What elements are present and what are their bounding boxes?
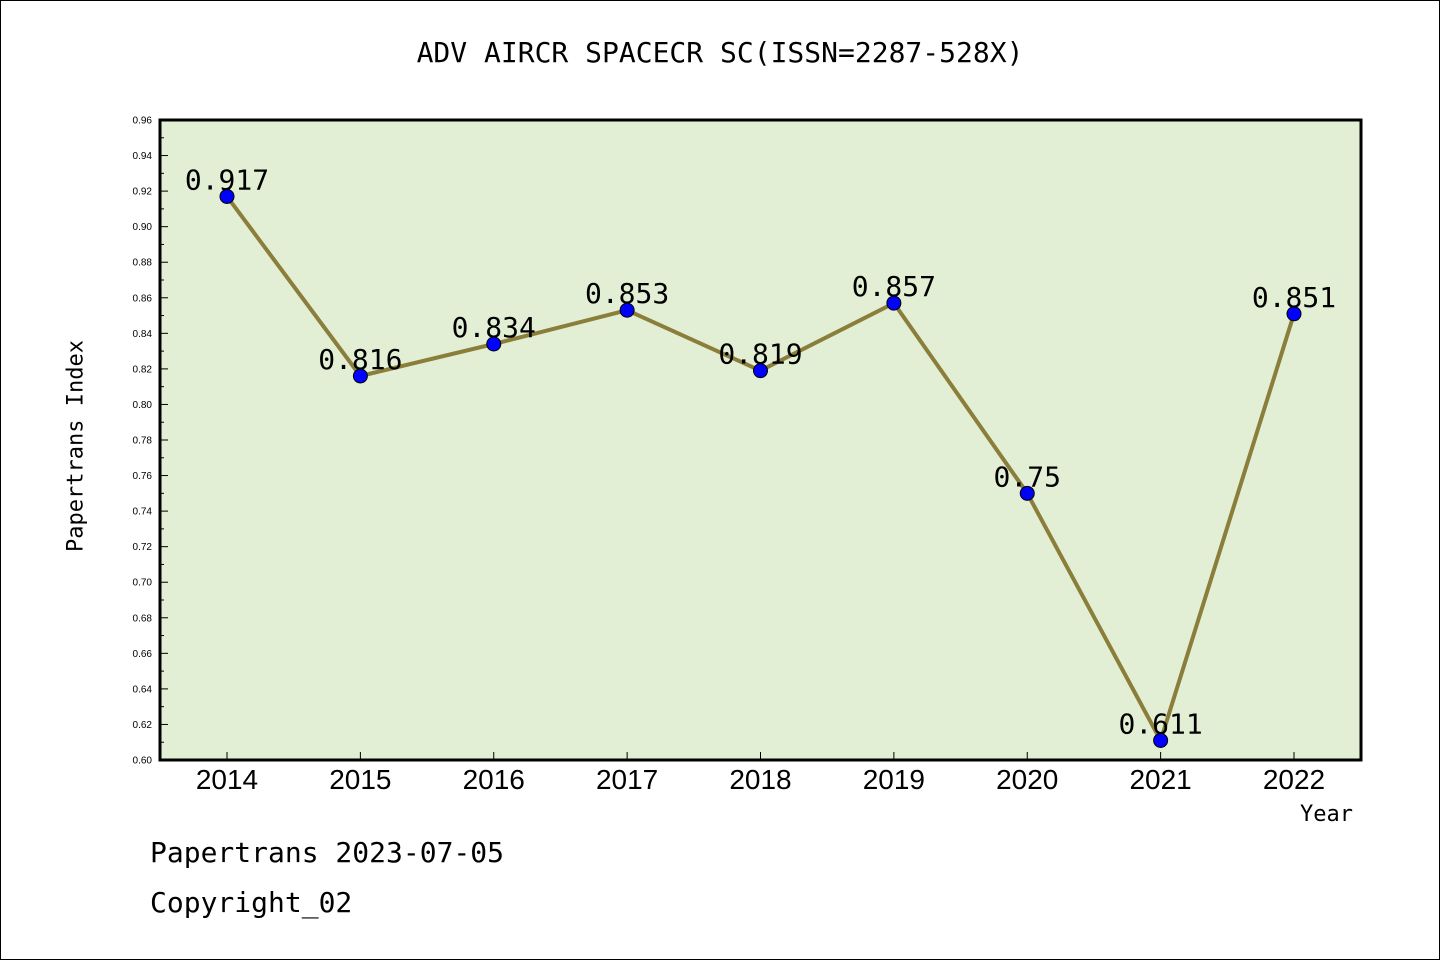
y-tick-label: 0.72 [133, 542, 153, 553]
data-point [619, 302, 635, 318]
y-tick-label: 0.62 [133, 720, 153, 731]
data-point [1286, 306, 1302, 322]
y-tick-label: 0.60 [133, 756, 153, 767]
x-tick-label: 2017 [596, 764, 658, 795]
y-tick-label: 0.96 [133, 116, 153, 127]
data-label: 0.611 [1118, 707, 1202, 740]
footer-date: Papertrans 2023-07-05 [150, 836, 505, 869]
data-label: 0.917 [185, 163, 269, 196]
data-point [753, 363, 768, 379]
x-tick-label: 2014 [196, 764, 258, 795]
chart-title: ADV AIRCR SPACECR SC(ISSN=2287-528X) [416, 36, 1024, 69]
y-tick-label: 0.70 [133, 578, 153, 589]
y-tick-label: 0.68 [133, 613, 153, 624]
data-point [486, 336, 502, 352]
y-tick-label: 0.92 [133, 187, 153, 198]
plot-border [158, 118, 1363, 762]
y-tick-label: 0.64 [133, 684, 153, 695]
y-tick-label: 0.90 [133, 222, 153, 233]
data-point [886, 295, 902, 311]
data-label: 0.851 [1252, 281, 1336, 314]
y-tick-label: 0.80 [133, 400, 153, 411]
data-point [219, 188, 235, 204]
data-label: 0.819 [718, 338, 802, 371]
data-label: 0.816 [318, 343, 402, 376]
y-tick-label: 0.94 [133, 151, 153, 162]
x-axis-label: Year [1300, 802, 1353, 827]
plot-area [160, 120, 1361, 760]
x-tick-label: 2022 [1263, 764, 1325, 795]
y-tick-label: 0.78 [133, 436, 153, 447]
x-tick-label: 2015 [329, 764, 391, 795]
data-point [1153, 732, 1169, 748]
data-point [1019, 485, 1035, 501]
data-label: 0.834 [452, 311, 536, 344]
x-tick-label: 2020 [996, 764, 1058, 795]
y-tick-label: 0.82 [133, 364, 153, 375]
data-label: 0.857 [852, 270, 936, 303]
x-tick-label: 2016 [463, 764, 525, 795]
data-point [352, 368, 368, 384]
data-label: 0.75 [994, 460, 1061, 493]
x-tick-label: 2019 [863, 764, 925, 795]
y-tick-label: 0.86 [133, 293, 153, 304]
y-tick-label: 0.88 [133, 258, 153, 269]
x-tick-label: 2021 [1129, 764, 1191, 795]
y-tick-label: 0.76 [133, 471, 153, 482]
data-label: 0.853 [585, 277, 669, 310]
y-tick-label: 0.66 [133, 649, 153, 660]
y-tick-label: 0.74 [133, 507, 153, 518]
y-tick-label: 0.84 [133, 329, 153, 340]
x-tick-label: 2018 [729, 764, 791, 795]
footer-copyright: Copyright_02 [150, 886, 353, 919]
